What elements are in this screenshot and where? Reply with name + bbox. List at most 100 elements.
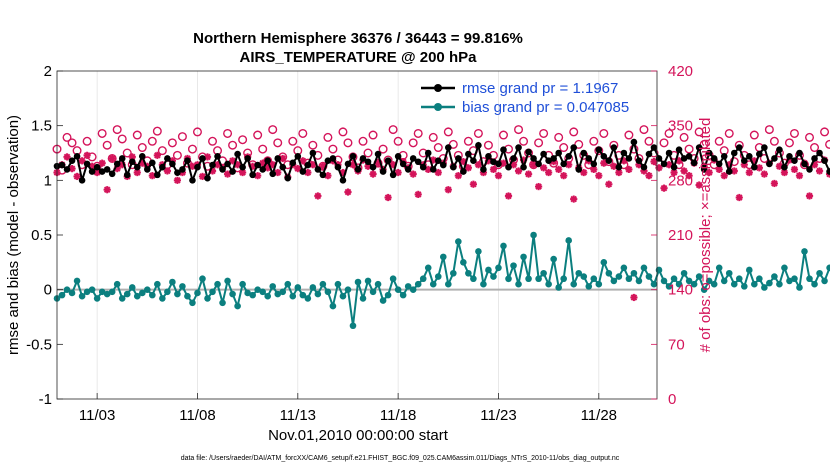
- obs-star-stroke: [730, 167, 738, 175]
- obs-star-stroke: [715, 166, 723, 173]
- obs-star-stroke: [580, 169, 588, 176]
- obs-possible-point: [167, 138, 177, 148]
- bias-point: [791, 275, 798, 283]
- obs-star-stroke: [304, 169, 312, 176]
- bias-point: [424, 264, 432, 272]
- obs-star-stroke: [670, 169, 678, 176]
- rmse-point: [470, 157, 477, 164]
- bias-point: [660, 277, 668, 285]
- obs-possible-point: [805, 132, 815, 142]
- rmse-point: [154, 171, 161, 179]
- obs-possible-point: [589, 136, 599, 146]
- obs-star-stroke: [164, 167, 171, 175]
- rmse-point: [334, 163, 342, 171]
- bias-point: [595, 280, 603, 288]
- bias-point: [284, 280, 292, 288]
- obs-possible-point: [122, 148, 132, 158]
- bias-point: [580, 273, 588, 280]
- chart-subtitle: AIRS_TEMPERATURE @ 200 hPa: [240, 49, 478, 66]
- bias-point: [746, 266, 753, 274]
- x-tick-label: 11/18: [380, 407, 416, 424]
- bias-point: [359, 295, 367, 302]
- obs-assimilated-point: [83, 151, 91, 159]
- rmse-point: [826, 168, 830, 175]
- obs-possible-point: [664, 128, 674, 138]
- obs-star-stroke: [279, 155, 287, 162]
- obs-assimilated-point: [805, 192, 814, 200]
- bias-point: [379, 297, 387, 304]
- bias-point: [535, 275, 542, 283]
- rmse-point: [324, 157, 332, 164]
- obs-star-stroke: [294, 165, 302, 172]
- x-tick-label: 11/28: [581, 407, 617, 424]
- obs-possible-point: [258, 144, 268, 154]
- obs-assimilated-point: [474, 161, 483, 169]
- obs-assimilated-point: [650, 157, 658, 166]
- rmse-point: [715, 160, 723, 168]
- rmse-point: [419, 163, 427, 171]
- rmse-point: [68, 157, 76, 164]
- rmse-point: [485, 152, 492, 160]
- obs-star-stroke: [776, 162, 783, 170]
- bias-point: [123, 290, 131, 298]
- y-right-tick-label: 420: [668, 63, 693, 80]
- rmse-point: [359, 155, 367, 162]
- y-right-tick-label: 0: [668, 391, 676, 408]
- obs-possible-point: [132, 130, 142, 140]
- bias-point: [635, 277, 643, 285]
- rmse-point: [224, 160, 231, 168]
- rmse-point: [535, 160, 542, 168]
- obs-star-stroke: [650, 158, 658, 165]
- bias-point: [565, 237, 573, 244]
- obs-star-stroke: [199, 173, 206, 180]
- rmse-point: [555, 149, 562, 157]
- rmse-point: [234, 150, 241, 158]
- rmse-point: [595, 146, 603, 154]
- obs-star-stroke: [309, 161, 317, 169]
- rmse-point: [364, 158, 372, 166]
- obs-assimilated-point: [770, 179, 778, 188]
- obs-assimilated-point: [108, 154, 116, 163]
- rmse-point: [720, 152, 728, 160]
- bias-point: [299, 291, 307, 299]
- x-axis-label: Nov.01,2010 00:00:00 start: [268, 427, 449, 444]
- obs-possible-point: [644, 136, 654, 146]
- obs-assimilated-point: [68, 165, 76, 173]
- bias-point: [720, 277, 728, 285]
- bias-point: [610, 277, 618, 285]
- bias-point: [209, 288, 216, 296]
- rmse-point: [550, 155, 557, 162]
- obs-star-stroke: [806, 192, 813, 200]
- bias-point: [93, 295, 101, 302]
- obs-star-stroke: [149, 172, 156, 179]
- obs-possible-point: [428, 132, 438, 142]
- chart-title: Northern Hemisphere 36376 / 36443 = 99.8…: [193, 30, 523, 47]
- bias-point: [179, 283, 186, 290]
- bias-point: [429, 280, 437, 288]
- rmse-point: [159, 163, 166, 171]
- bias-point: [344, 286, 352, 293]
- bias-point: [495, 264, 502, 272]
- rmse-point: [349, 152, 357, 160]
- x-tick-label: 11/08: [179, 407, 215, 424]
- bias-point: [199, 275, 206, 283]
- rmse-point: [570, 144, 578, 151]
- obs-assimilated-point: [414, 190, 422, 198]
- rmse-point: [174, 169, 181, 176]
- obs-star-stroke: [530, 161, 537, 169]
- rmse-point: [93, 163, 101, 171]
- obs-assimilated-point: [600, 159, 608, 167]
- bias-point: [419, 275, 427, 283]
- rmse-point: [78, 177, 86, 184]
- bias-point: [505, 275, 512, 283]
- rmse-point: [274, 155, 282, 162]
- obs-star-stroke: [344, 188, 352, 196]
- obs-star-stroke: [605, 180, 613, 188]
- bias-point: [294, 284, 302, 291]
- rmse-point: [746, 152, 753, 160]
- bias-point: [801, 248, 808, 255]
- rmse-point: [445, 144, 452, 151]
- obs-assimilated-point: [625, 165, 633, 173]
- rmse-point: [475, 142, 482, 149]
- obs-star-stroke: [570, 195, 578, 203]
